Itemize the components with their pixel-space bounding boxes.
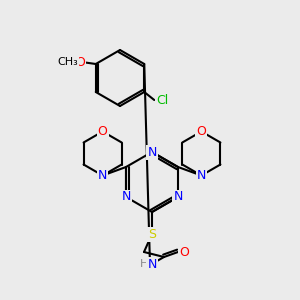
Text: N: N xyxy=(121,190,131,203)
Text: O: O xyxy=(179,245,189,259)
Text: N: N xyxy=(197,169,206,182)
Text: Cl: Cl xyxy=(156,94,168,106)
Text: CH₃: CH₃ xyxy=(57,57,78,67)
Text: S: S xyxy=(148,227,156,241)
Text: O: O xyxy=(75,56,85,68)
Text: N: N xyxy=(147,146,157,158)
Text: O: O xyxy=(98,125,108,138)
Text: N: N xyxy=(98,169,107,182)
Text: O: O xyxy=(196,125,206,138)
Text: N: N xyxy=(147,257,157,271)
Text: H: H xyxy=(140,259,148,269)
Text: N: N xyxy=(173,190,183,203)
